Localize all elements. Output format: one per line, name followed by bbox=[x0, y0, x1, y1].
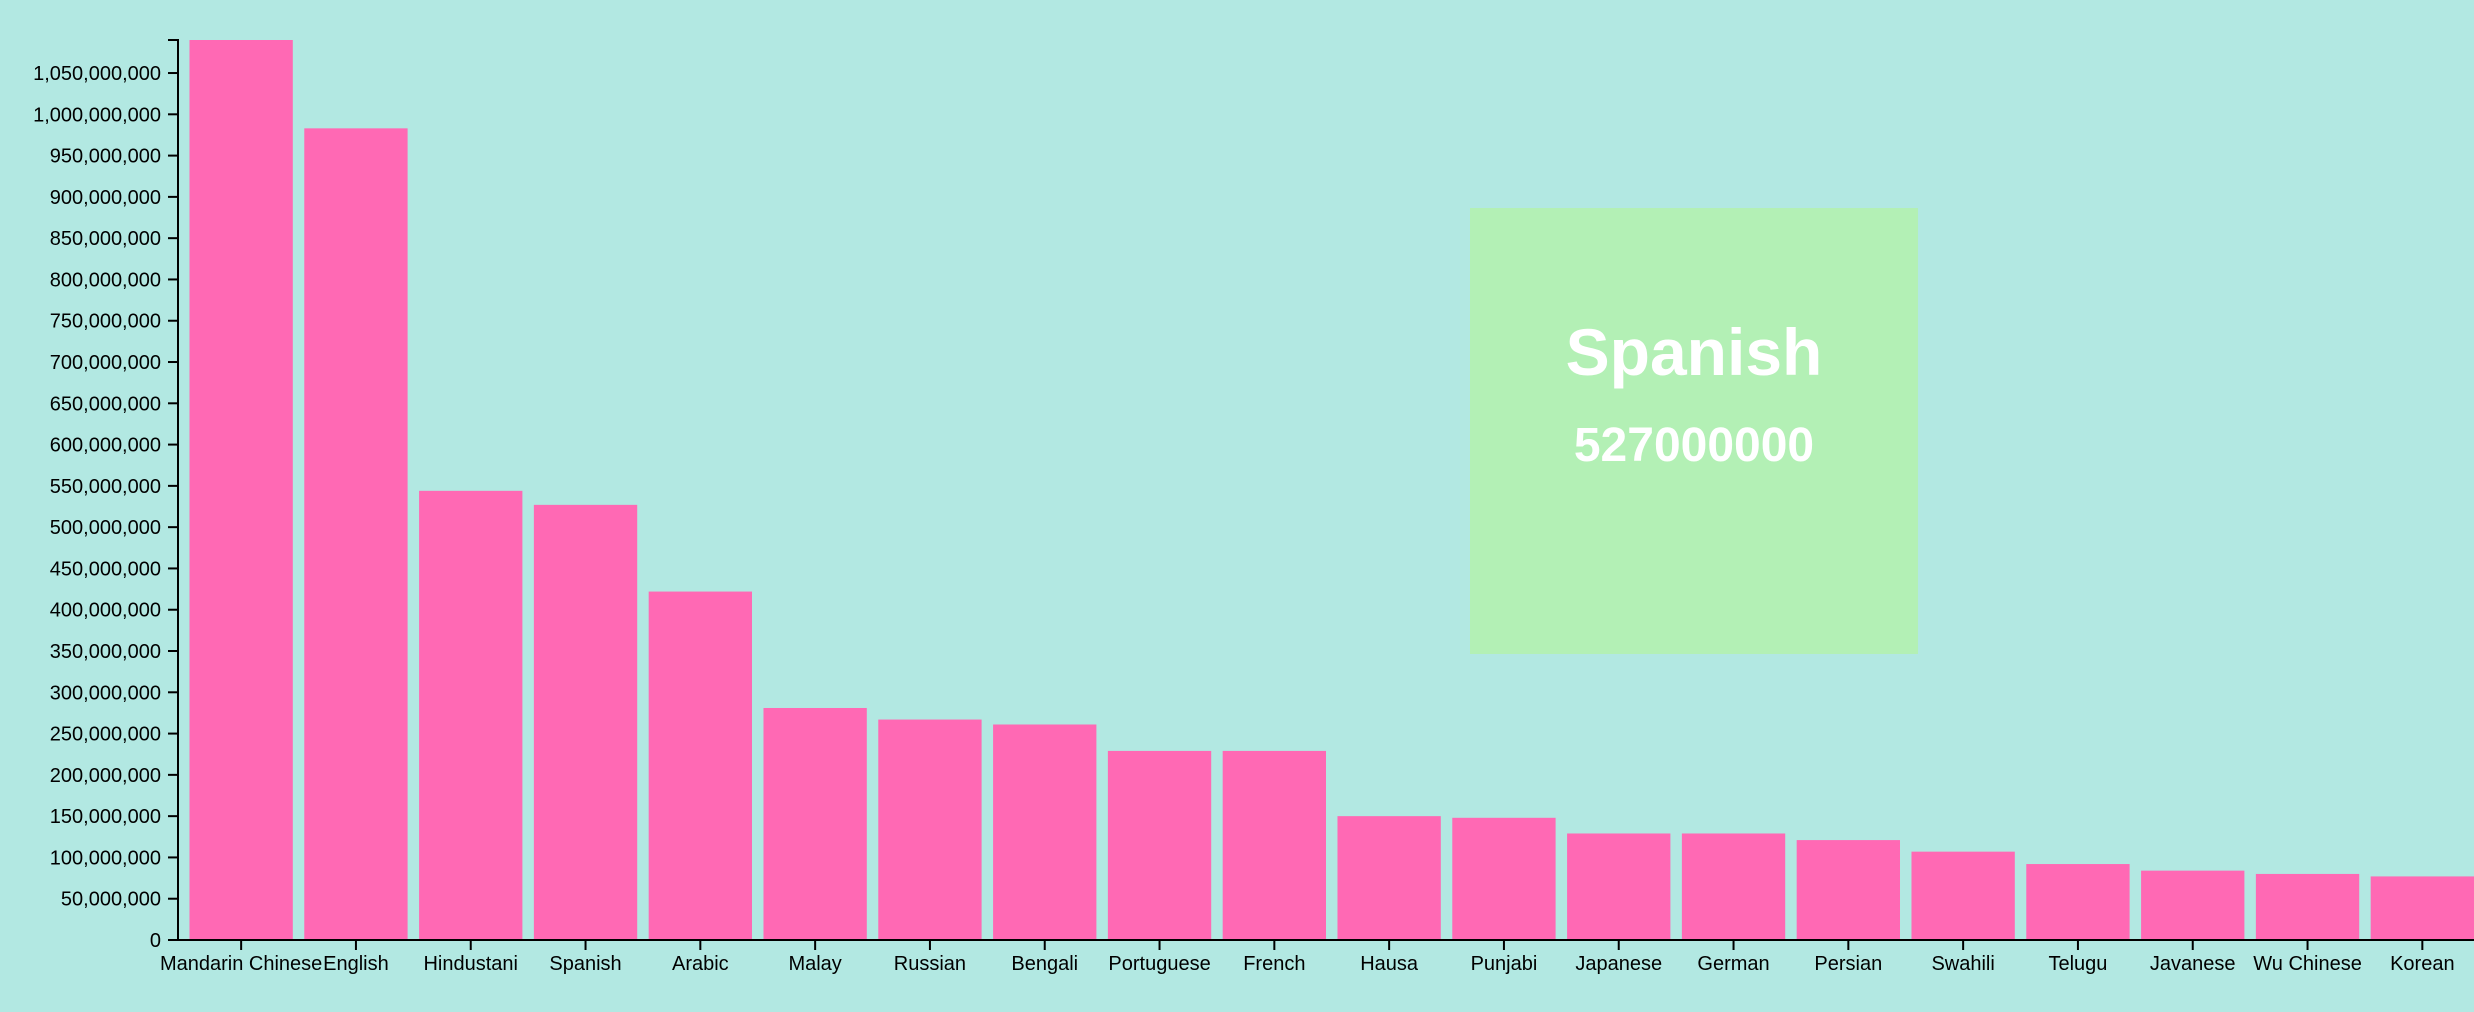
bars-group bbox=[189, 40, 2474, 940]
y-tick-label: 1,050,000,000 bbox=[33, 63, 161, 85]
x-tick-label: Russian bbox=[894, 953, 966, 975]
y-tick-label: 550,000,000 bbox=[50, 476, 161, 498]
y-tick-label: 350,000,000 bbox=[50, 641, 161, 663]
bar-wu-chinese[interactable] bbox=[2255, 873, 2360, 940]
bar-persian[interactable] bbox=[1796, 840, 1900, 940]
x-tick-label: Portuguese bbox=[1108, 953, 1210, 975]
x-tick-label: English bbox=[323, 953, 389, 975]
x-tick-label: Arabic bbox=[672, 953, 729, 975]
y-tick-label: 600,000,000 bbox=[50, 435, 161, 457]
y-tick-label: 300,000,000 bbox=[50, 682, 161, 704]
bar-portuguese[interactable] bbox=[1107, 750, 1212, 940]
x-tick-label: German bbox=[1697, 953, 1769, 975]
x-tick-label: Hindustani bbox=[423, 953, 518, 975]
bar-javanese[interactable] bbox=[2141, 870, 2245, 940]
bar-malay[interactable] bbox=[763, 707, 867, 940]
bar-punjabi[interactable] bbox=[1452, 817, 1556, 940]
y-tick-label: 250,000,000 bbox=[50, 724, 161, 746]
bar-swahili[interactable] bbox=[1911, 851, 2015, 940]
y-tick-label: 500,000,000 bbox=[50, 517, 161, 539]
x-tick-label: Telugu bbox=[2048, 953, 2107, 975]
y-axis: 0 50,000,000 100,000,000 150,000,000 200,000… bbox=[33, 39, 179, 952]
y-axis-line bbox=[168, 39, 179, 941]
y-tick-label: 50,000,000 bbox=[61, 889, 161, 911]
y-tick-label: 950,000,000 bbox=[50, 146, 161, 168]
y-tick-label: 650,000,000 bbox=[50, 393, 161, 415]
x-tick-label: Wu Chinese bbox=[2253, 953, 2362, 975]
x-tick-label: Hausa bbox=[1360, 953, 1419, 975]
bar-english[interactable] bbox=[304, 128, 408, 940]
y-tick-label: 450,000,000 bbox=[50, 558, 161, 580]
x-tick-label: Japanese bbox=[1575, 953, 1662, 975]
x-tick-label: Spanish bbox=[549, 953, 621, 975]
bar-japanese[interactable] bbox=[1567, 833, 1671, 940]
x-tick-label: Swahili bbox=[1931, 953, 1994, 975]
bar-arabic[interactable] bbox=[648, 591, 752, 940]
y-tick-label: 100,000,000 bbox=[50, 847, 161, 869]
tooltip-value: 527000000 bbox=[1573, 419, 1815, 472]
tooltip: Spanish 527000000 bbox=[1470, 208, 1918, 654]
tooltip-title: Spanish bbox=[1565, 315, 1823, 389]
bar-french[interactable] bbox=[1222, 750, 1326, 940]
bar-mandarin-chinese[interactable] bbox=[189, 40, 293, 940]
y-tick-label: 700,000,000 bbox=[50, 352, 161, 374]
x-axis: Mandarin Chinese English Hindustani Spanish… bbox=[160, 939, 2474, 975]
y-tick-label: 750,000,000 bbox=[50, 311, 161, 333]
x-tick-label: Javanese bbox=[2150, 953, 2236, 975]
bar-german[interactable] bbox=[1681, 833, 1786, 940]
y-tick-label: 900,000,000 bbox=[50, 187, 161, 209]
x-tick-label: Malay bbox=[788, 953, 841, 975]
bar-hindustani[interactable] bbox=[419, 490, 523, 940]
bar-telugu[interactable] bbox=[2026, 864, 2130, 940]
y-tick-label: 800,000,000 bbox=[50, 269, 161, 291]
x-tick-label: Bengali bbox=[1011, 953, 1078, 975]
y-tick-label: 400,000,000 bbox=[50, 600, 161, 622]
y-tick-label: 150,000,000 bbox=[50, 806, 161, 828]
bar-hausa[interactable] bbox=[1337, 816, 1441, 940]
y-tick-label: 0 bbox=[150, 930, 161, 952]
y-tick-label: 200,000,000 bbox=[50, 765, 161, 787]
x-tick-label: Punjabi bbox=[1471, 953, 1538, 975]
x-tick-label: Mandarin Chinese bbox=[160, 953, 322, 975]
bar-bengali[interactable] bbox=[993, 724, 1097, 940]
y-tick-label: 850,000,000 bbox=[50, 228, 161, 250]
x-tick-label: Korean bbox=[2390, 953, 2455, 975]
bar-russian[interactable] bbox=[878, 719, 982, 940]
bar-spanish[interactable] bbox=[533, 504, 638, 940]
x-tick-label: Persian bbox=[1814, 953, 1882, 975]
x-tick-label: French bbox=[1243, 953, 1305, 975]
bar-korean[interactable] bbox=[2370, 876, 2474, 940]
y-tick-label: 1,000,000,000 bbox=[33, 104, 161, 126]
